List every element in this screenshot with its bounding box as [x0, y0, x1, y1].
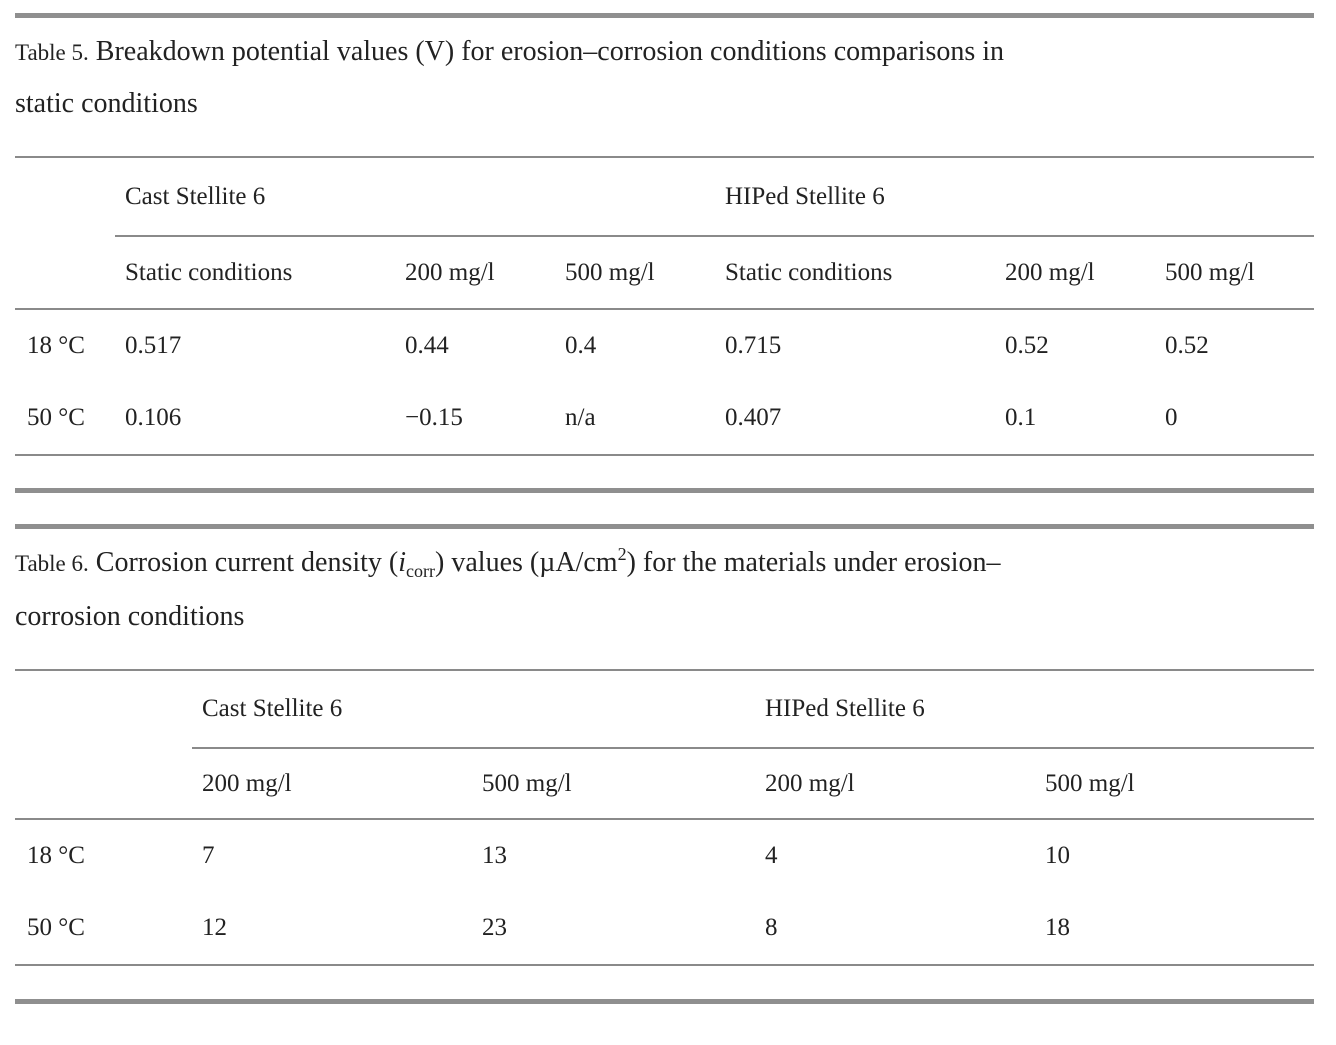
table6-caption-line2: corrosion conditions — [15, 601, 245, 632]
cell: 0.1 — [1005, 404, 1037, 431]
cell: 0.4 — [565, 332, 597, 359]
table5-column-header: Static conditions — [715, 236, 995, 310]
table6-caption-prefix: Table 6. — [15, 551, 89, 576]
table6-bottom-rule — [15, 999, 1314, 1004]
table6-caption-text: ) for the materials under erosion– — [626, 547, 1001, 578]
table5-column-header: 500 mg/l — [1155, 236, 1315, 310]
table5-top-rule — [15, 13, 1314, 18]
cell: 4 — [765, 842, 778, 869]
page: Table 5. Breakdown potential values (V) … — [0, 13, 1336, 1004]
cell: 13 — [482, 842, 507, 869]
table5-caption-line2: static conditions — [15, 88, 198, 119]
cell: 23 — [482, 914, 507, 941]
table5-column-header-row: Static conditions 200 mg/l 500 mg/l Stat… — [15, 236, 1315, 310]
table6-caption-text: Corrosion current density ( — [95, 547, 399, 578]
table6: Cast Stellite 6 HIPed Stellite 6 200 mg/… — [15, 669, 1314, 966]
cell: 0.106 — [125, 404, 182, 431]
table5-row-18c: 18 °C 0.517 0.44 0.4 0.715 0.52 0.52 — [15, 309, 1314, 382]
cell: n/a — [565, 404, 596, 431]
cell: 10 — [1045, 842, 1070, 869]
table6-caption-line1: Table 6. Corrosion current density (icor… — [15, 537, 1314, 591]
cell: 7 — [202, 842, 215, 869]
cell: 18 — [1045, 914, 1070, 941]
table5-group-header-cast: Cast Stellite 6 — [115, 157, 715, 237]
table6-column-header: 500 mg/l — [1035, 748, 1314, 820]
cell: 0.44 — [405, 332, 449, 359]
cell: 0.52 — [1165, 332, 1209, 359]
table5-group-header-hiped: HIPed Stellite 6 — [715, 157, 1315, 237]
table6-top-rule — [15, 524, 1314, 529]
table5-caption-prefix: Table 5. — [15, 40, 89, 65]
table6-group-header-row: Cast Stellite 6 HIPed Stellite 6 — [15, 670, 1314, 749]
table5-caption: Table 5. Breakdown potential values (V) … — [15, 26, 1314, 129]
table5-caption-text: Breakdown potential values (V) for erosi… — [95, 36, 1005, 67]
cell: −0.15 — [405, 404, 463, 431]
table5: Cast Stellite 6 HIPed Stellite 6 Static … — [15, 156, 1315, 456]
cell: 0.52 — [1005, 332, 1049, 359]
table5-bottom-rule — [15, 488, 1314, 493]
table5-group-header-spacer — [15, 157, 115, 236]
row-label: 50 °C — [27, 404, 85, 431]
table5-caption-line1: Table 5. Breakdown potential values (V) … — [15, 26, 1314, 78]
cm-squared-superscript: 2 — [617, 544, 627, 564]
table6-column-header: 200 mg/l — [755, 748, 1035, 820]
table5-column-header: 500 mg/l — [555, 236, 715, 310]
table5-column-header: 200 mg/l — [395, 236, 555, 310]
cell: 0.715 — [725, 332, 782, 359]
table5-column-header-spacer — [15, 236, 115, 310]
row-label: 18 °C — [27, 842, 85, 869]
table6-row-18c: 18 °C 7 13 4 10 — [15, 819, 1314, 892]
cell: 12 — [202, 914, 227, 941]
cell: 0.407 — [725, 404, 782, 431]
table6-row-50c: 50 °C 12 23 8 18 — [15, 892, 1314, 965]
cell: 8 — [765, 914, 778, 941]
table6-group-header-cast: Cast Stellite 6 — [192, 670, 755, 749]
table6-column-header: 500 mg/l — [472, 748, 755, 820]
table5-column-header: Static conditions — [115, 236, 395, 310]
table5-group-header-row: Cast Stellite 6 HIPed Stellite 6 — [15, 157, 1315, 237]
cell: 0 — [1165, 404, 1178, 431]
table6-caption: Table 6. Corrosion current density (icor… — [15, 537, 1314, 642]
table6-column-header: 200 mg/l — [192, 748, 472, 820]
table6-group-header-spacer — [15, 670, 192, 748]
icorr-subscript: corr — [406, 561, 436, 581]
table5-row-50c: 50 °C 0.106 −0.15 n/a 0.407 0.1 0 — [15, 382, 1314, 455]
icorr-variable: i — [398, 547, 407, 578]
table6-column-header-spacer — [15, 748, 192, 820]
row-label: 18 °C — [27, 332, 85, 359]
table6-column-header-row: 200 mg/l 500 mg/l 200 mg/l 500 mg/l — [15, 748, 1314, 820]
cell: 0.517 — [125, 332, 182, 359]
table6-group-header-hiped: HIPed Stellite 6 — [755, 670, 1314, 749]
table5-column-header: 200 mg/l — [995, 236, 1155, 310]
row-label: 50 °C — [27, 914, 85, 941]
table6-caption-text: ) values (µA/cm — [435, 547, 618, 578]
